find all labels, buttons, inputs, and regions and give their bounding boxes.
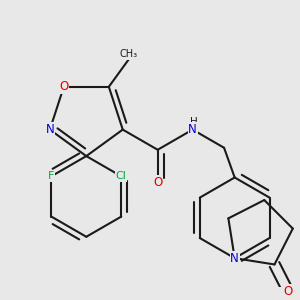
Text: O: O	[153, 176, 162, 189]
Text: CH₃: CH₃	[120, 49, 138, 59]
Text: O: O	[284, 285, 293, 298]
Text: N: N	[188, 123, 197, 136]
Text: Cl: Cl	[116, 171, 127, 181]
Text: H: H	[190, 117, 198, 127]
Text: N: N	[46, 123, 54, 136]
Text: F: F	[48, 171, 55, 181]
Text: N: N	[230, 252, 239, 265]
Text: O: O	[59, 80, 68, 93]
